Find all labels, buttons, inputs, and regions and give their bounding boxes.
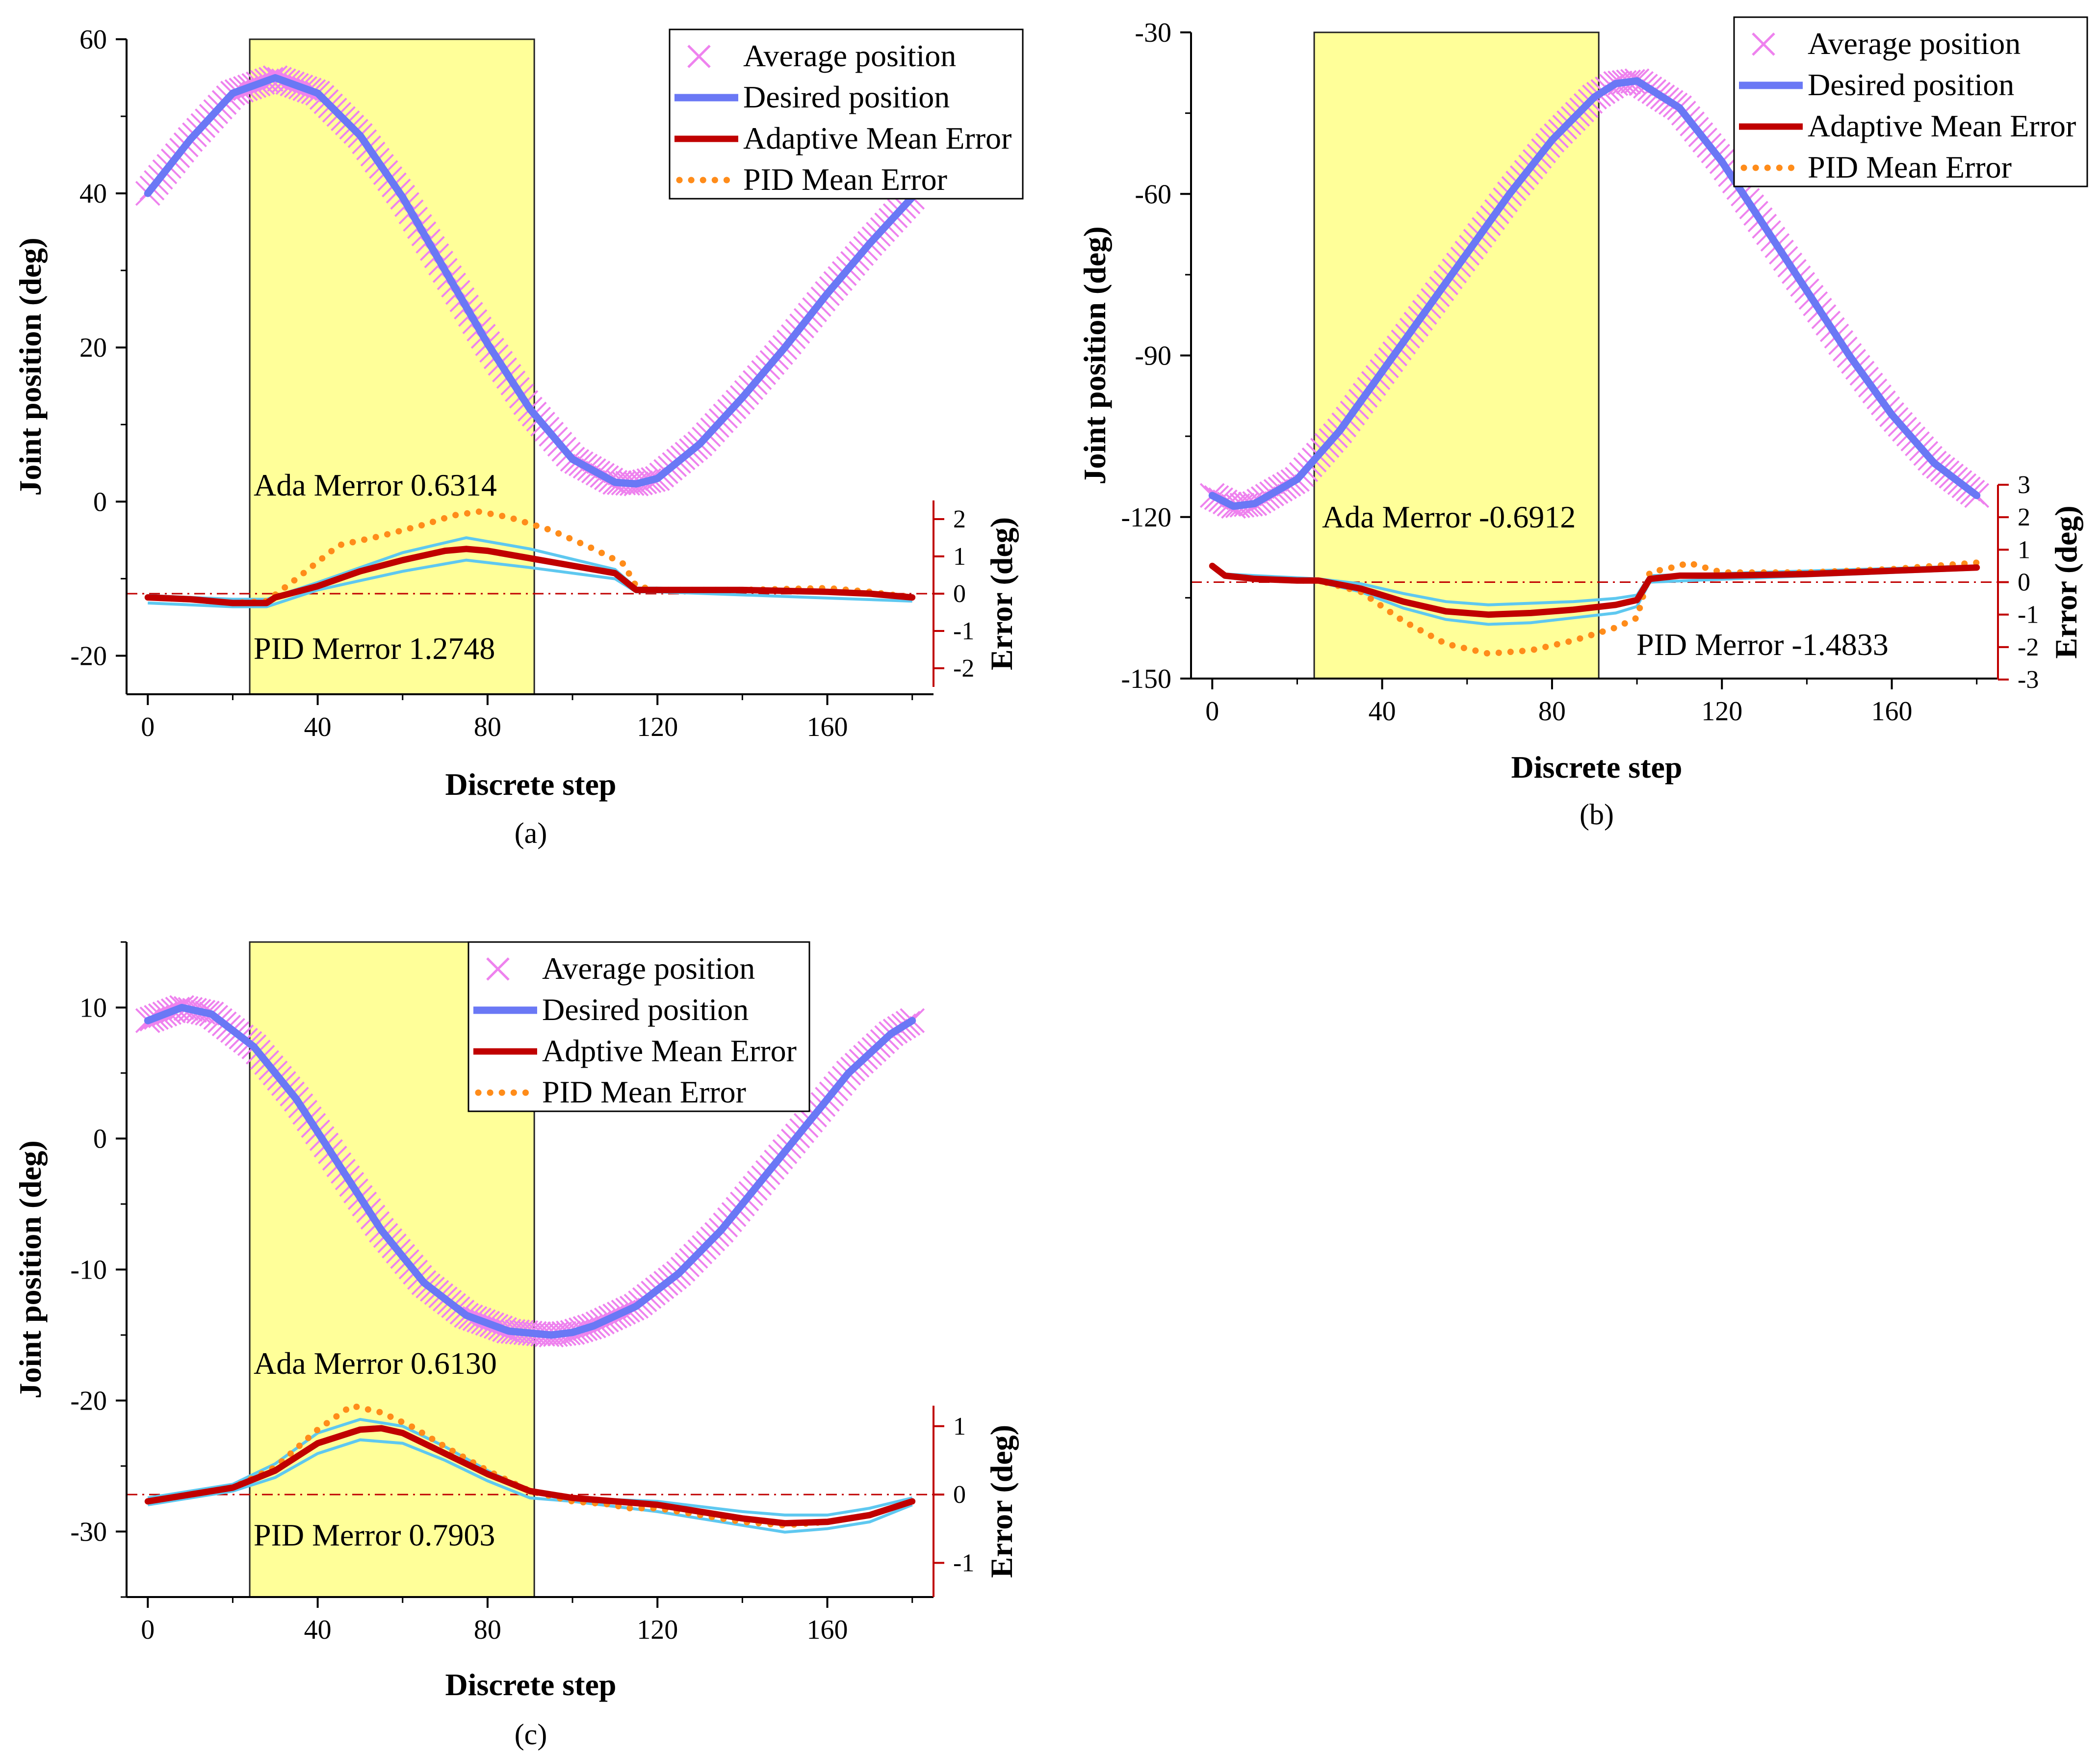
error-tick-label: -1 [953,1549,974,1577]
desired-position-line [144,74,916,488]
x-tick-label: 120 [637,712,678,742]
legend-label: Adptive Mean Error [542,1033,797,1068]
x-axis-title: Discrete step [445,767,617,802]
y-tick-label: -150 [1121,664,1171,694]
error-tick-label: 0 [953,1481,966,1509]
legend-label: PID Mean Error [542,1075,746,1109]
legend-label: Desired position [1808,67,2014,102]
panel-caption: (b) [1580,798,1614,831]
legend-label: PID Mean Error [1808,150,2012,184]
x-tick-label: 160 [807,1615,848,1645]
x-tick-label: 160 [807,712,848,742]
y-tick-label: -10 [70,1255,107,1285]
desired-position-line [144,1004,916,1339]
legend-average-marker [687,45,711,68]
ada-merror-annotation: Ada Merror -0.6912 [1322,499,1576,534]
x-axis-title: Discrete step [1511,750,1683,785]
legend-label: Average position [743,38,956,73]
x-tick-label: 40 [304,712,332,742]
x-axis-title: Discrete step [445,1667,617,1702]
legend-box [467,941,810,1112]
x-tick-label: 40 [1369,696,1396,727]
x-tick-label: 0 [1205,696,1219,727]
x-tick-label: 160 [1871,696,1913,727]
legend-label: Average position [542,951,755,986]
pid-merror-annotation: PID Merror 0.7903 [254,1518,495,1552]
pid-merror-annotation: PID Merror 1.2748 [254,631,495,666]
y-tick-label: -20 [70,1386,107,1416]
y-axis-title: Joint position (deg) [13,1140,48,1398]
error-tick-label: 1 [953,543,966,571]
x-tick-label: 0 [141,1615,155,1645]
error-tick-label: 1 [953,1413,966,1441]
legend-label: Adaptive Mean Error [743,121,1011,156]
ada-merror-annotation: Ada Merror 0.6314 [254,468,497,502]
legend-label: Desired position [542,992,749,1027]
panel-a: 0 40 80 120 160 -20 0 20 40 60 -2 -1 0 1 2 Error (deg) D… [13,25,1024,849]
panel-caption: (c) [515,1718,547,1751]
y-tick-label: 60 [79,25,107,55]
y-tick-label: 20 [79,333,107,363]
error-tick-label: -1 [953,617,974,645]
y-tick-label: -30 [70,1517,107,1547]
x-tick-label: 120 [1701,696,1742,727]
y-tick-label: 10 [79,993,107,1023]
y-tick-label: 0 [93,1124,107,1154]
x-tick-label: 40 [304,1615,332,1645]
x-tick-label: 80 [474,712,501,742]
y-tick-label: 40 [79,179,107,209]
panel-caption: (a) [515,817,547,849]
panel-b: 0 40 80 120 160 -150 -120 -90 -60 -30 -3 -2 -1 0 1 2 3 Er… [1077,16,2088,831]
legend-label: Adaptive Mean Error [1808,108,2076,143]
x-tick-label: 120 [637,1615,678,1645]
error-tick-label: -1 [2018,601,2039,629]
legend-label: Average position [1808,26,2021,61]
legend-average-marker [1752,32,1775,56]
error-band-lower-line [147,1438,913,1534]
y-tick-label: -20 [70,641,107,671]
error-axis-title: Error (deg) [984,1425,1019,1578]
legend: Average position Desired position Adaptive… [669,28,1024,200]
y-tick-label: -60 [1135,179,1171,210]
x-tick-label: 80 [1538,696,1566,727]
error-tick-label: 2 [953,505,966,533]
y-tick-label: -90 [1135,341,1171,371]
x-tick-label: 80 [474,1615,501,1645]
legend-box [669,28,1024,200]
error-axis-title: Error (deg) [984,517,1019,670]
error-tick-label: 0 [2018,569,2030,597]
legend: Average position Desired position Adptive … [467,941,810,1112]
error-tick-label: -2 [2018,633,2039,661]
y-axis-title: Joint position (deg) [1077,226,1112,484]
pid-merror-annotation: PID Merror -1.4833 [1636,627,1889,662]
y-axis-title: Joint position (deg) [13,237,48,496]
ada-merror-annotation: Ada Merror 0.6130 [254,1346,497,1381]
error-tick-label: 1 [2018,536,2030,564]
y-tick-label: -30 [1135,18,1171,48]
error-tick-label: 0 [953,580,966,608]
adaptive-mean-error-line [1209,562,1980,618]
error-tick-label: -3 [2018,666,2039,694]
x-tick-label: 0 [141,712,155,742]
error-tick-label: 2 [2018,503,2030,531]
legend-label: Desired position [743,79,950,114]
legend-average-marker [486,957,510,981]
y-tick-label: 0 [93,487,107,517]
desired-position-line [1208,77,1981,510]
error-tick-label: 3 [2018,471,2030,499]
legend-label: PID Mean Error [743,162,947,197]
adaptive-mean-error-line [144,1425,916,1527]
error-tick-label: -2 [953,655,974,682]
adaptive-mean-error-line [144,546,916,606]
error-axis-title: Error (deg) [2048,505,2083,658]
legend: Average position Desired position Adaptive… [1733,16,2088,187]
legend-box [1733,16,2088,187]
y-tick-label: -120 [1121,502,1171,533]
